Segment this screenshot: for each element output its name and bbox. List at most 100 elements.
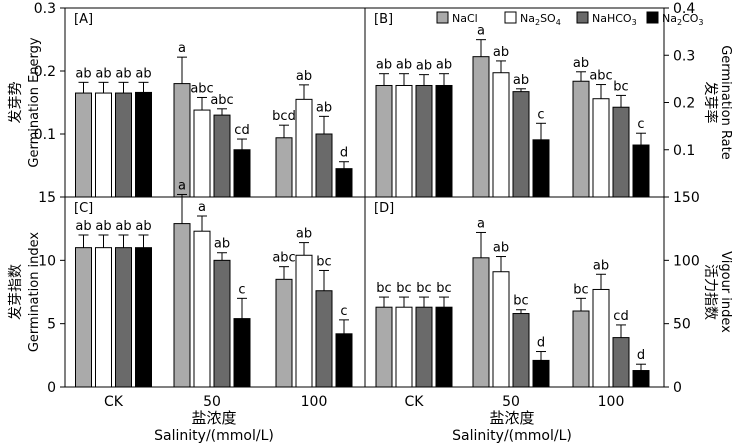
panel-a-bar <box>213 114 231 198</box>
panel-b-ylabel-cn: 发芽率 <box>702 82 719 124</box>
panel-a-bar <box>135 91 152 198</box>
panel-d-significance-letter: cd <box>613 309 628 324</box>
panel-a-ylabel-cn: 发芽势 <box>8 82 24 124</box>
panel-c-bar <box>75 247 92 388</box>
panel-b-significance-letter: bc <box>613 79 628 94</box>
x-axis-titles: 盐浓度 Salinity/(mmol/L) 盐浓度 Salinity/(mmol… <box>154 409 572 443</box>
panel-a-bar <box>115 92 132 198</box>
panel-b-significance-letter: ab <box>396 58 412 73</box>
panel-d-significance-letter: bc <box>513 294 528 309</box>
panel-d-significance-letter: ab <box>593 258 609 273</box>
panel-a-significance-letter: d <box>340 146 348 161</box>
panel-c-significance-letter: ab <box>115 219 131 234</box>
panel-c-significance-letter: a <box>178 178 186 193</box>
panel-d-bar <box>435 306 453 388</box>
panel-a-bar <box>295 98 313 198</box>
panel-b-bar <box>415 84 433 198</box>
panel-d-significance-letter: a <box>477 216 485 231</box>
panel-c-significance-letter: ab <box>95 219 111 234</box>
panel-b-significance-letter: abc <box>589 69 612 84</box>
panel-c-significance-letter: abc <box>272 251 295 266</box>
panel-a-bar <box>315 133 333 198</box>
legend-label: Na2CO3 <box>662 12 704 27</box>
panel-d-bar <box>492 271 510 388</box>
x-tick-label: CK <box>104 394 124 410</box>
panel-a-significance-letter: ab <box>135 66 151 81</box>
panel-b-significance-letter: c <box>637 117 644 132</box>
panel-c-bar <box>213 259 231 388</box>
panel-a-significance-letter: ab <box>115 66 131 81</box>
panel-b-bar <box>512 91 530 198</box>
panel-c-bar <box>295 254 313 388</box>
panel-c-significance-letter: ab <box>296 227 312 242</box>
panel-a-ylabel-en: Germination Energy <box>27 37 42 168</box>
panel-d-ylabel-en: Vigour index <box>718 251 733 333</box>
panel-b-significance-letter: ab <box>416 59 432 74</box>
panel-d-significance-letter: bc <box>376 281 391 296</box>
panel-d-ytick-label: 150 <box>673 190 700 206</box>
panel-c-significance-letter: ab <box>214 237 230 252</box>
legend-swatch <box>576 11 589 24</box>
panel-c-bar <box>315 290 333 388</box>
panel-d-significance-letter: bc <box>416 281 431 296</box>
legend-swatch <box>504 11 517 24</box>
panel-a-tag: [A] <box>74 12 93 27</box>
legend-label: NaCl <box>452 12 478 25</box>
panel-d-significance-letter: bc <box>573 282 588 297</box>
panel-c-ytick-label: 0 <box>47 380 56 396</box>
panel-d-bar <box>395 306 413 388</box>
panel-c-bar <box>233 318 251 388</box>
panel-c-bar <box>335 333 353 388</box>
panel-a-significance-letter: a <box>178 41 186 56</box>
panel-b-bar <box>532 139 550 198</box>
panel-d-significance-letter: d <box>537 336 545 351</box>
panel-b-bar <box>632 144 650 198</box>
panel-b-significance-letter: a <box>477 24 485 39</box>
panel-d-ytick-label: 100 <box>673 253 700 269</box>
legend-label: Na2SO4 <box>520 12 561 27</box>
panel-b-ytick-label: 0.2 <box>673 96 695 112</box>
panel-b-bar <box>435 84 453 198</box>
panel-d-bar <box>592 288 610 388</box>
panel-c-significance-letter: c <box>238 282 245 297</box>
panel-c-bar <box>95 247 112 388</box>
panel-c-significance-letter: c <box>340 304 347 319</box>
legend-swatch <box>646 11 659 24</box>
panel-c-tag: [C] <box>74 201 93 216</box>
panel-a-bar <box>335 168 353 198</box>
panel-b-significance-letter: ab <box>493 45 509 60</box>
panel-c-bar <box>193 230 211 388</box>
x-tick-label: 100 <box>598 394 625 410</box>
panel-c-bar <box>275 278 293 388</box>
panel-c-ylabel-en: Germination index <box>27 232 42 353</box>
panel-b-significance-letter: ab <box>573 56 589 71</box>
panel-b-significance-letter: ab <box>513 73 529 88</box>
panel-a-significance-letter: abc <box>190 81 213 96</box>
panel-d-bar <box>632 370 650 388</box>
panel-a-ytick-label: 0.1 <box>34 127 56 143</box>
panel-a-bar <box>75 92 92 198</box>
panel-c-ytick-label: 5 <box>47 317 56 333</box>
panel-b-ytick-label: 0.3 <box>673 48 695 64</box>
panel-d-tag: [D] <box>374 201 394 216</box>
panel-a-bar <box>275 137 293 198</box>
x-tick-label: 50 <box>203 394 221 410</box>
panel-b-ytick-label: 0.4 <box>673 1 695 17</box>
panel-d-bar <box>532 359 550 388</box>
panel-c-bar <box>115 247 132 388</box>
legend: NaCl Na2SO4 NaHCO3 Na2CO3 <box>436 11 704 27</box>
panel-a-significance-letter: ab <box>296 69 312 84</box>
panel-a-significance-letter: abc <box>210 93 233 108</box>
panel-c-ytick-label: 10 <box>38 253 56 269</box>
panel-b-significance-letter: ab <box>376 58 392 73</box>
panel-c-ylabel-cn: 发芽指数 <box>8 264 24 320</box>
x-axis-label-en-left: Salinity/(mmol/L) <box>154 428 274 443</box>
panel-b-tag: [B] <box>374 12 393 27</box>
panel-a-significance-letter: cd <box>234 123 249 138</box>
panel-b-ylabel-en: Germination Rate <box>718 45 733 160</box>
panel-d-significance-letter: ab <box>493 241 509 256</box>
panel-d-bar <box>375 306 393 388</box>
panel-b-significance-letter: ab <box>436 58 452 73</box>
legend-swatch <box>436 11 449 24</box>
panel-a-significance-letter: ab <box>75 66 91 81</box>
